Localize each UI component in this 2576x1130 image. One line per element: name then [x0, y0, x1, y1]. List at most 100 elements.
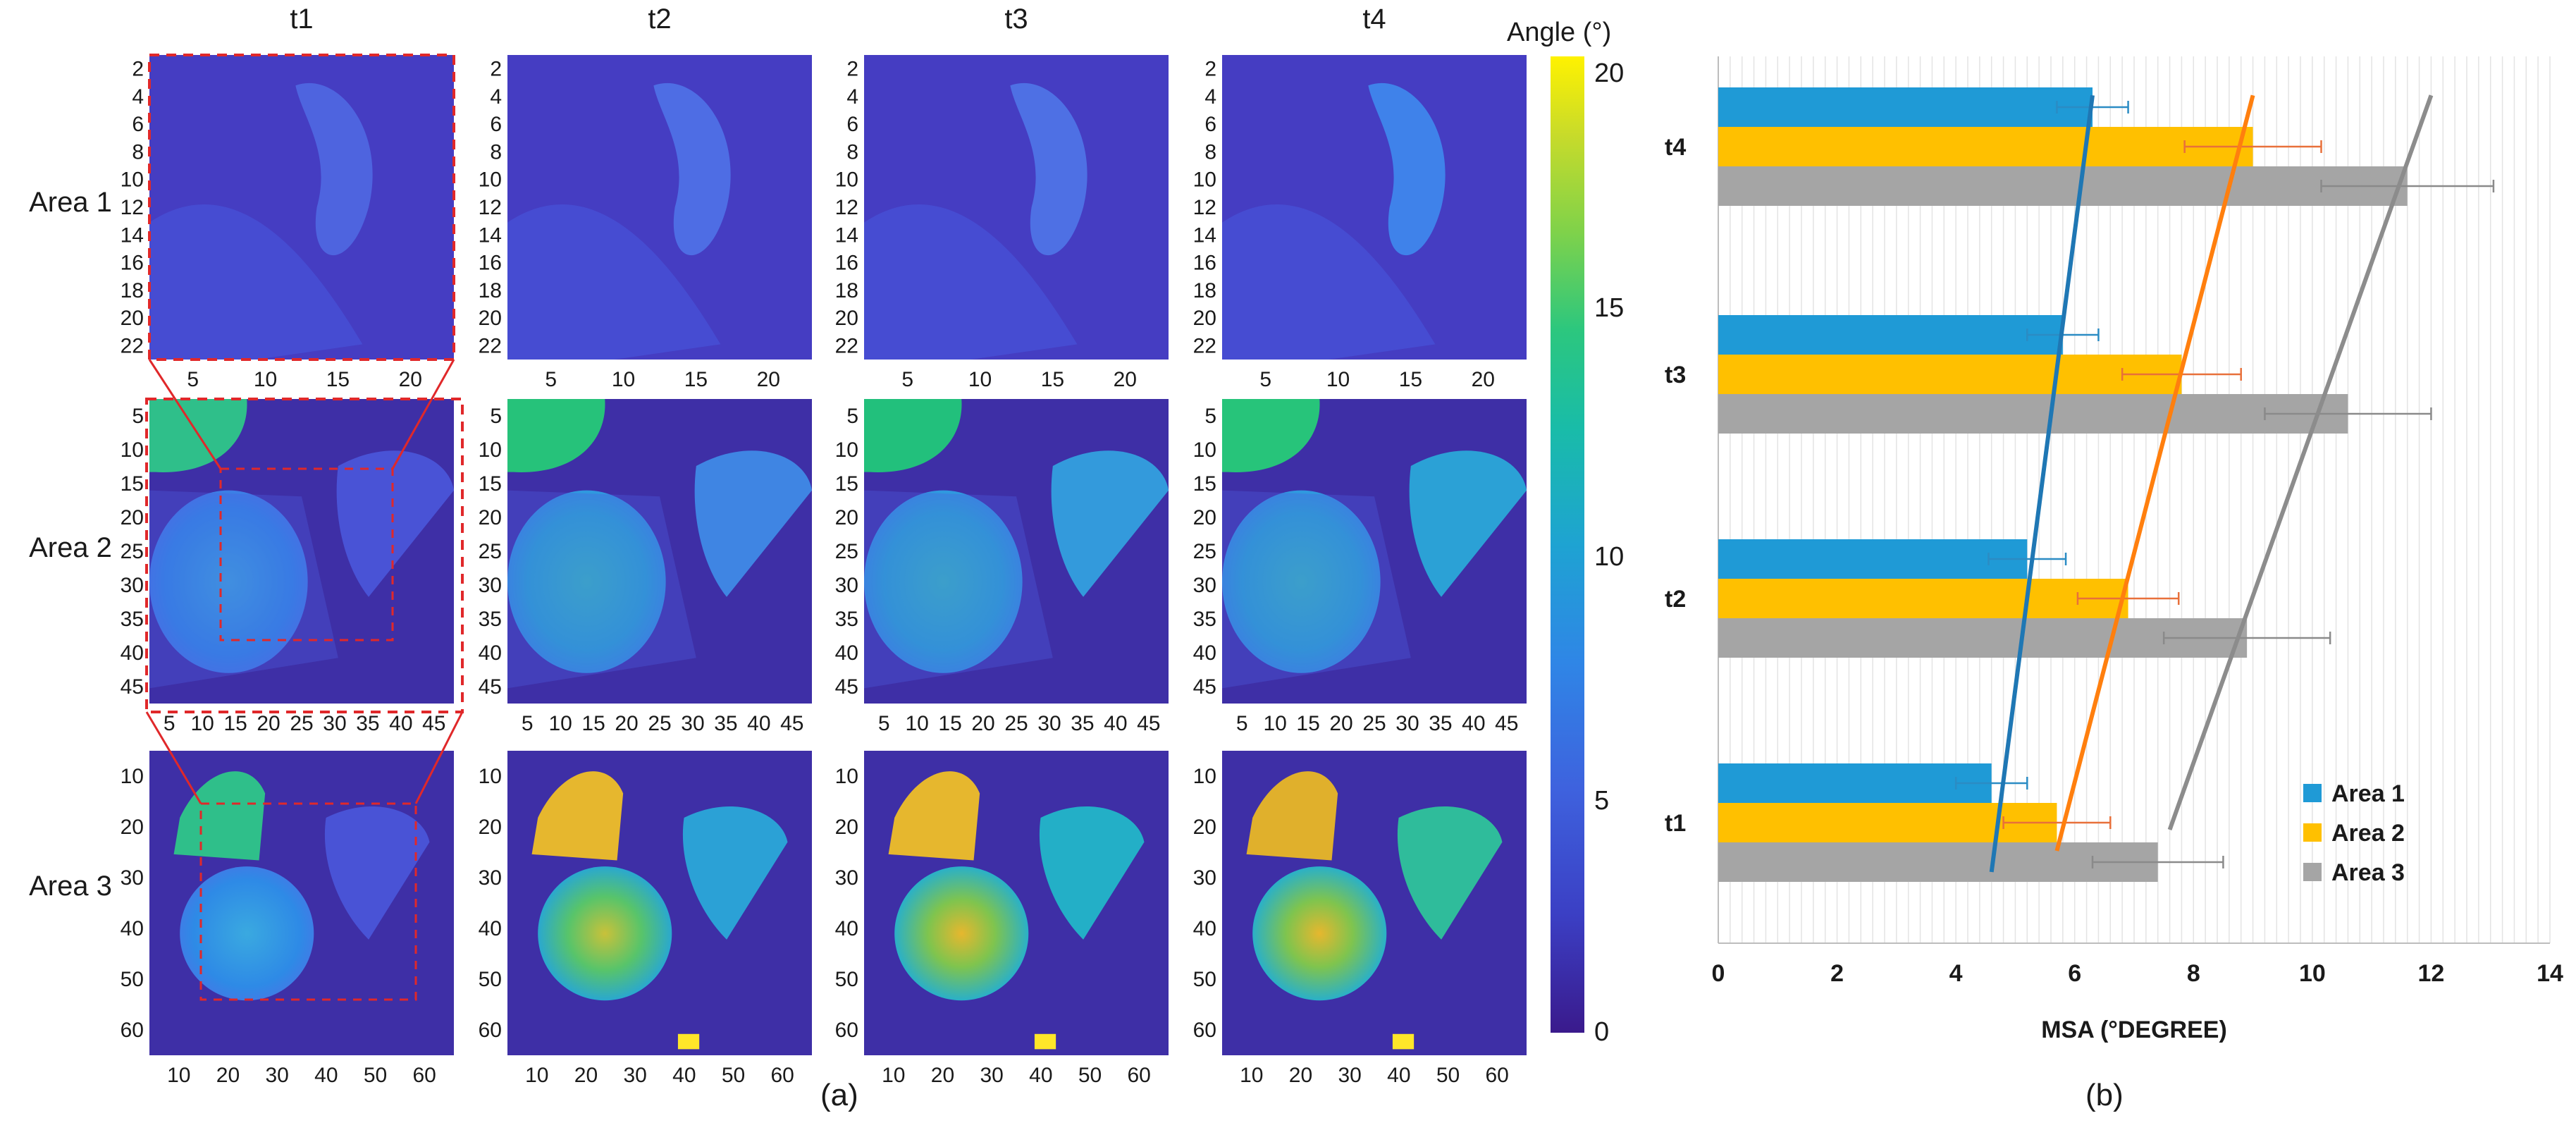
heatmap-region: [507, 490, 696, 689]
y-tick-label: 40: [1193, 641, 1216, 665]
x-tick-label: 25: [290, 712, 313, 735]
heatmap-region: [1397, 806, 1503, 940]
y-tick-label: 14: [835, 223, 858, 247]
y-tick-label: 40: [1193, 917, 1216, 940]
colorbar-gradient: [1551, 56, 1584, 1033]
colorbar-tick: 0: [1594, 1017, 1609, 1047]
y-tick-label: 12: [479, 196, 502, 219]
zoom-indicators: [145, 54, 464, 1001]
x-tick-label: 60: [1128, 1064, 1151, 1087]
y-tick-label: 40: [479, 917, 502, 940]
x-tick-label: 5: [878, 712, 890, 735]
y-tick-label: 15: [1193, 472, 1216, 496]
y-tick-label: 14: [1193, 223, 1216, 247]
x-tick-label: 30: [1338, 1064, 1361, 1087]
bar-area-1: [1718, 315, 2063, 355]
y-tick-label: 16: [835, 252, 858, 275]
y-tick-label: 10: [835, 168, 858, 192]
y-tick-label: 40: [835, 641, 858, 665]
heatmap-region: [864, 490, 1023, 673]
legend-swatch: [2303, 823, 2322, 842]
y-tick-label: 4: [490, 85, 502, 109]
x-tick-label: 30: [623, 1064, 646, 1087]
zoom-line: [148, 359, 222, 469]
y-tick-label: 30: [1193, 574, 1216, 597]
y-tick-label: 10: [1193, 168, 1216, 192]
category-label: t3: [1665, 362, 1686, 388]
x-tick-label: 50: [722, 1064, 745, 1087]
zoom-line: [391, 359, 455, 469]
y-tick-label: 20: [835, 816, 858, 839]
bar-area-3: [1718, 394, 2348, 434]
heatmap-cell: [149, 399, 454, 704]
column-title: t2: [648, 4, 671, 35]
heatmap-cell: [149, 55, 454, 360]
y-tick-label: 20: [479, 506, 502, 529]
y-tick-label: 45: [1193, 675, 1216, 699]
x-tick-label: 20: [1472, 368, 1495, 391]
bar-area-1: [1718, 763, 1992, 803]
y-tick-label: 25: [479, 540, 502, 563]
x-tick-label: 20: [1329, 712, 1352, 735]
msa-bar-chart: 0 2 4 6 8 10 12 14 MSA (°DEGREE) (b) t1 t2 t3 t4 Area …: [1665, 56, 2563, 1112]
heatmap-region: [1409, 450, 1527, 597]
x-tick-label: 10: [968, 368, 992, 391]
x-tick-label: 45: [422, 712, 445, 735]
y-tick-label: 20: [121, 307, 144, 330]
y-tick-label: 18: [479, 279, 502, 302]
x-tick-label: 45: [1495, 712, 1518, 735]
heatmap-region: [864, 399, 962, 472]
y-tick-label: 30: [479, 866, 502, 890]
heatmap-region: [1392, 1033, 1415, 1050]
y-tick-label: 2: [1204, 58, 1216, 81]
y-tick-label: 5: [490, 405, 502, 428]
x-axis-title: MSA (°DEGREE): [2041, 1017, 2227, 1043]
y-tick-label: 12: [835, 196, 858, 219]
y-tick-label: 20: [835, 506, 858, 529]
legend-swatch: [2303, 784, 2322, 802]
x-tick-label: 5: [1236, 712, 1248, 735]
x-tick-label: 10: [1240, 1064, 1263, 1087]
y-tick-label: 5: [132, 405, 144, 428]
bar-area-2: [1718, 579, 2128, 618]
y-tick-label: 20: [1193, 816, 1216, 839]
x-tick-label: 8: [2187, 960, 2200, 987]
y-tick-label: 25: [121, 540, 144, 563]
x-tick-label: 10: [882, 1064, 905, 1087]
x-tick-label: 20: [257, 712, 280, 735]
y-tick-label: 2: [846, 58, 858, 81]
heatmap-region: [1222, 399, 1320, 472]
x-tick-label: 10: [2299, 960, 2326, 987]
y-tick-label: 10: [479, 438, 502, 462]
y-tick-label: 6: [490, 113, 502, 136]
y-tick-label: 20: [121, 816, 144, 839]
y-tick-label: 20: [1193, 307, 1216, 330]
heatmap-region: [864, 204, 1078, 360]
y-tick-label: 40: [121, 641, 144, 665]
legend-label: Area 3: [2331, 859, 2405, 886]
x-tick-label: 20: [1289, 1064, 1312, 1087]
x-tick-label: 15: [938, 712, 961, 735]
y-tick-label: 35: [479, 608, 502, 631]
x-tick-label: 60: [1486, 1064, 1509, 1087]
row-title: Area 1: [29, 187, 112, 218]
y-tick-label: 14: [479, 223, 502, 247]
heatmap-region: [682, 806, 788, 940]
heatmap-region: [173, 771, 266, 861]
x-tick-label: 20: [574, 1064, 598, 1087]
colorbar: Angle (°) 20 15 10 5 0: [1507, 18, 1624, 1047]
x-tick-label: 10: [254, 368, 277, 391]
y-tick-label: 8: [132, 140, 144, 164]
x-tick-label: 20: [1114, 368, 1137, 391]
y-tick-label: 22: [121, 334, 144, 357]
y-tick-label: 35: [835, 608, 858, 631]
bar-area-1: [1718, 87, 2093, 127]
y-tick-label: 35: [1193, 608, 1216, 631]
bar-area-3: [1718, 618, 2248, 658]
x-tick-label: 15: [1041, 368, 1064, 391]
heatmap-region: [336, 450, 454, 597]
y-tick-label: 60: [479, 1019, 502, 1042]
heatmap-cell: [507, 399, 812, 704]
y-tick-label: 25: [1193, 540, 1216, 563]
y-tick-label: 20: [121, 506, 144, 529]
